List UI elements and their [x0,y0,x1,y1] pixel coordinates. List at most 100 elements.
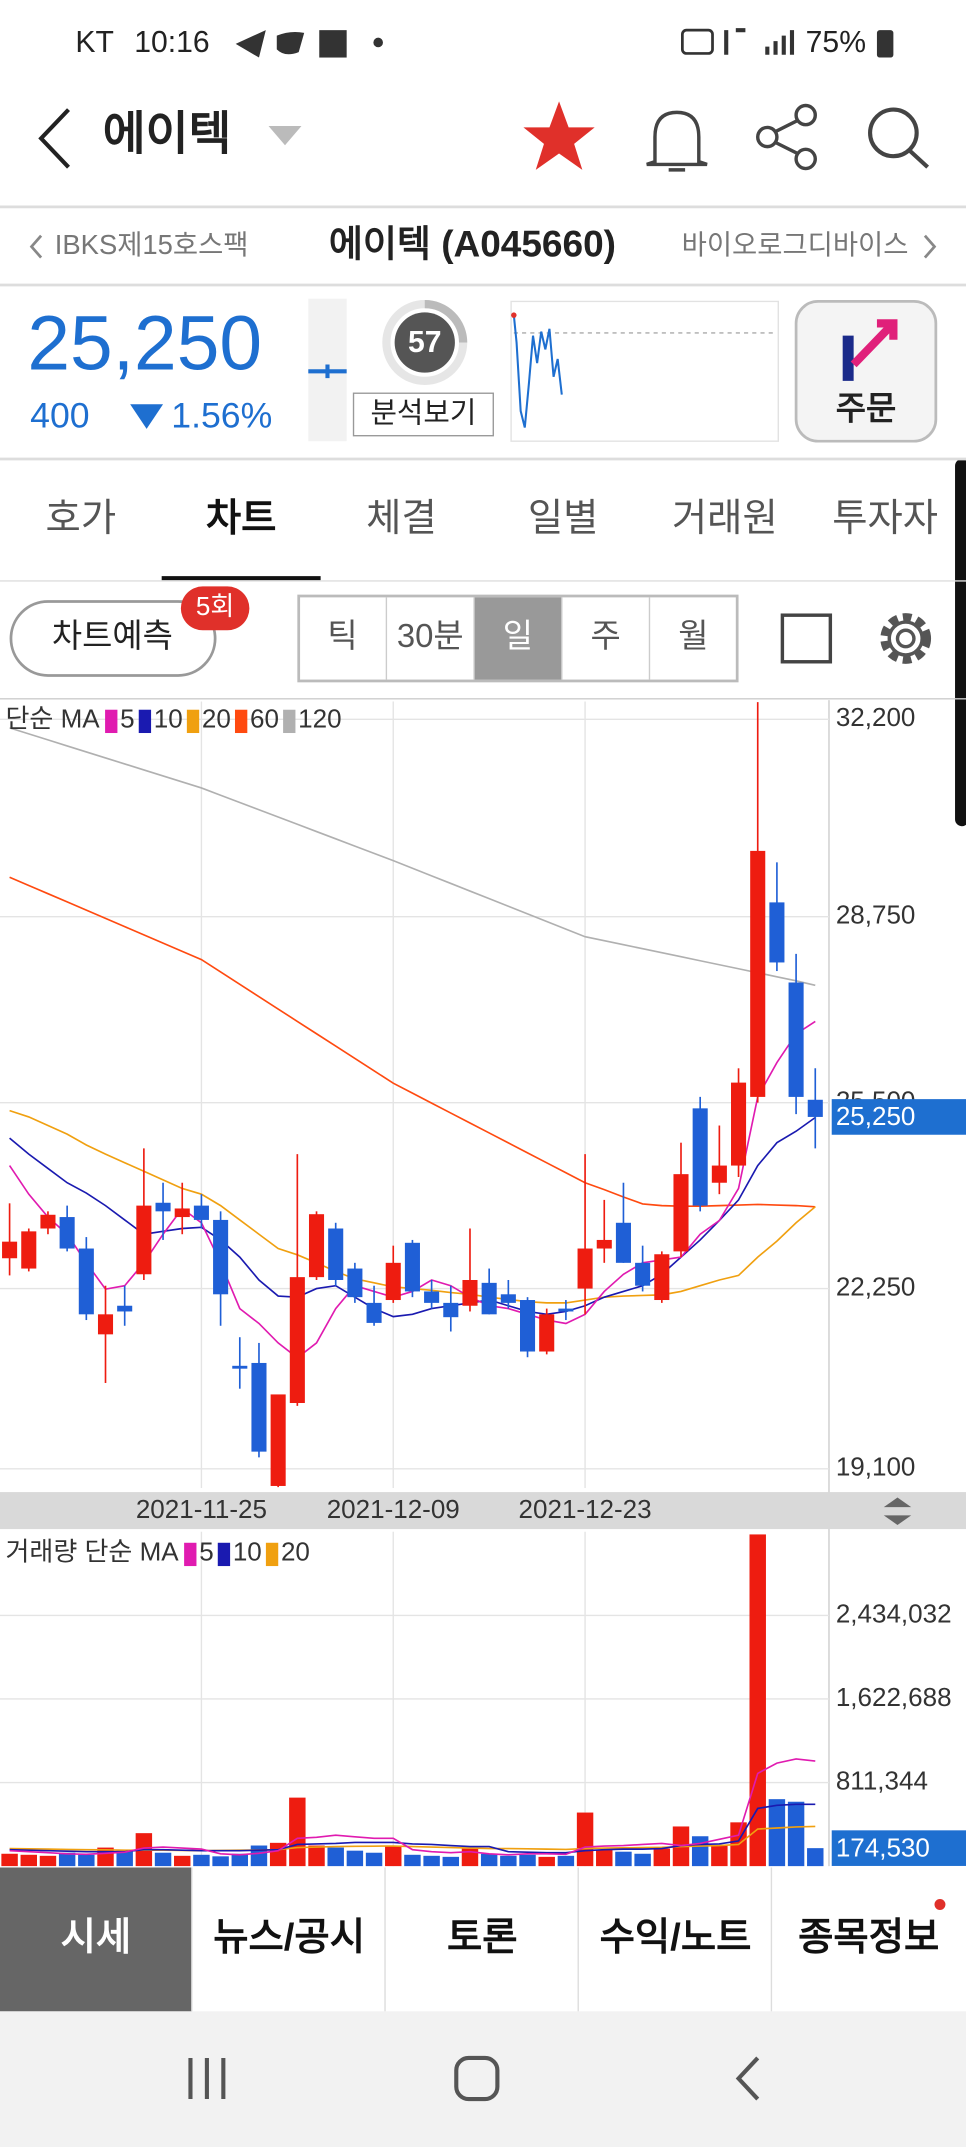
scroll-handle[interactable] [955,458,966,827]
battery-icon [876,30,894,58]
share-button[interactable] [756,103,817,171]
candle-body [21,1231,37,1269]
naver-icon [319,30,347,58]
search-button[interactable] [868,107,930,169]
tab[interactable]: 호가 [46,497,117,540]
prev-stock[interactable]: IBKS제15호스팩 [55,229,249,260]
volume-bar [461,1848,479,1867]
period[interactable]: 30분 [397,617,464,654]
volume-bar [39,1855,57,1867]
current-stock: 에이텍 (A045660) [329,223,616,264]
candle-body [807,1099,823,1117]
sparkline-start [511,312,517,318]
candle-body [692,1108,708,1206]
change-rate: 1.56% [171,395,272,435]
legend-title: 단순 MA [5,704,100,734]
candle-body [366,1302,382,1323]
candle-body [788,982,804,1097]
fullscreen-button[interactable] [780,613,833,664]
candle-body [40,1214,56,1229]
forecast-label[interactable]: 차트예측 [52,617,173,654]
bottom-tab[interactable]: 종목정보 [798,1916,939,1959]
battery-text: 75% [806,26,866,59]
order-button[interactable] [794,300,938,443]
alarm-button[interactable] [646,110,708,172]
candle-body [424,1291,440,1303]
settings-button[interactable] [880,613,932,664]
favorite-star[interactable] [523,101,595,170]
twitter-icon [276,31,305,55]
volume-bar [308,1845,325,1867]
legend-label: 5 [120,704,134,734]
volume-bar [768,1799,786,1867]
candle-body [711,1165,727,1183]
tab-active[interactable]: 차트 [206,497,277,540]
volume-bar [250,1845,268,1867]
date-strip [0,1492,966,1530]
y-tick-label: 1,622,688 [836,1682,952,1712]
ma-line [9,727,816,987]
tab[interactable]: 거래원 [672,497,778,540]
stock-title[interactable]: 에이텍 [103,107,232,159]
order-label[interactable]: 주문 [836,390,897,427]
period[interactable]: 주 [591,617,621,654]
tab[interactable]: 투자자 [832,497,938,540]
candle-body [136,1205,152,1275]
candle-body [443,1302,459,1318]
analysis-label[interactable]: 분석보기 [370,398,476,430]
recents-button[interactable] [188,2057,226,2100]
candle-body [481,1282,497,1315]
candle-body [539,1314,555,1352]
tab[interactable]: 일별 [528,497,599,540]
dot-icon [373,37,383,48]
volume-bar [423,1855,440,1867]
back-button[interactable] [38,108,70,169]
candle-body [673,1174,689,1252]
dropdown-icon[interactable] [268,126,302,146]
next-stock[interactable]: 바이오로그디바이스 [682,229,909,260]
period[interactable]: 틱 [327,617,357,654]
y-tick-label: 2,434,032 [836,1598,952,1628]
bottom-tab[interactable]: 수익/노트 [600,1916,752,1959]
candle-body [462,1279,478,1306]
ma-line [9,1758,816,1856]
legend-swatch [217,1542,231,1567]
volume-bar [711,1845,728,1867]
next-arrow[interactable] [923,234,937,259]
candle-body [59,1217,75,1249]
volume-bar [116,1850,133,1867]
hd-icon [680,28,714,55]
y-tick-label: 28,750 [836,900,916,930]
candle-body [385,1262,401,1301]
volume-bar [327,1847,344,1867]
bottom-tab[interactable]: 뉴스/공시 [213,1916,365,1959]
forecast-badge [180,586,250,631]
signal-icon [724,28,795,55]
period[interactable]: 일 [503,617,533,654]
order-logo [842,335,854,381]
period[interactable]: 월 [678,617,708,654]
resize-handle[interactable] [883,1497,912,1525]
x-tick-label: 2021-12-23 [519,1494,652,1524]
bottom-tab[interactable]: 토론 [447,1916,518,1959]
legend-swatch [186,709,200,734]
analysis-button[interactable] [352,392,494,437]
tab[interactable]: 체결 [366,497,437,540]
bottom-tab[interactable]: 시세 [61,1916,132,1959]
home-button[interactable] [454,2055,500,2102]
nav-back-button[interactable] [735,2056,760,2101]
volume-bar [1,1853,18,1867]
current-tag [831,1830,966,1866]
prev-arrow[interactable] [29,234,43,259]
volume-bar [519,1854,536,1867]
sparkline-box [510,300,779,442]
nav-bar [0,2011,966,2147]
volume-bar [557,1855,575,1867]
candle-body [635,1262,651,1286]
forecast-button[interactable] [9,600,217,677]
volume-bar [500,1855,517,1867]
volume-bar [58,1852,76,1867]
forecast-count: 5회 [196,591,234,621]
volume-bar [78,1854,95,1867]
